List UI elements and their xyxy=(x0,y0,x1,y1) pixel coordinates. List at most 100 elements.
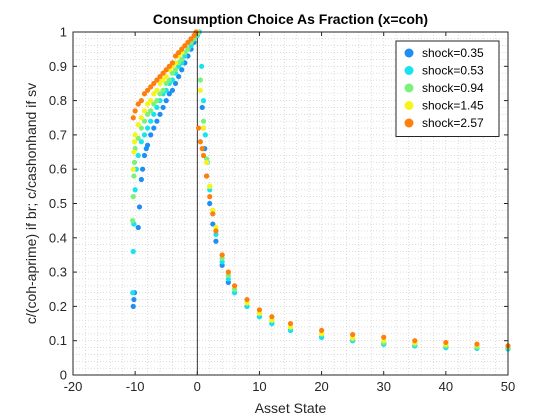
data-point xyxy=(132,108,138,114)
data-point xyxy=(151,125,157,131)
x-tick-label: 0 xyxy=(194,379,201,394)
data-point xyxy=(179,56,185,63)
data-point xyxy=(132,132,138,138)
data-point xyxy=(200,125,207,131)
data-point xyxy=(169,70,176,76)
data-point xyxy=(141,132,148,138)
data-point xyxy=(225,269,231,275)
data-point xyxy=(172,53,179,59)
data-point xyxy=(138,115,144,121)
data-point xyxy=(157,80,163,87)
y-tick-label: 0 xyxy=(60,368,67,383)
data-point xyxy=(131,149,137,155)
data-point xyxy=(157,73,163,80)
data-point xyxy=(179,67,185,73)
data-point xyxy=(169,87,176,93)
series-4 xyxy=(130,29,511,349)
data-point xyxy=(148,108,154,114)
data-point xyxy=(182,43,188,49)
legend-marker xyxy=(404,118,414,128)
data-point xyxy=(163,67,169,73)
data-point xyxy=(172,80,179,87)
data-point xyxy=(138,98,144,104)
data-point xyxy=(148,118,154,124)
data-point xyxy=(204,159,210,165)
data-point xyxy=(135,122,141,128)
data-point xyxy=(131,296,137,303)
data-points xyxy=(130,29,511,352)
y-tick-label: 0.9 xyxy=(49,59,67,74)
data-point xyxy=(318,327,325,334)
data-point xyxy=(176,73,182,80)
data-point xyxy=(176,49,182,56)
data-point xyxy=(138,176,144,183)
y-tick-label: 0.8 xyxy=(49,93,67,108)
data-point xyxy=(169,60,176,66)
x-tick-label: 30 xyxy=(376,379,390,394)
data-point xyxy=(199,104,205,111)
legend-marker xyxy=(404,48,414,58)
data-point xyxy=(140,166,146,172)
y-tick-label: 0.4 xyxy=(49,230,67,245)
y-tick-label: 0.7 xyxy=(49,127,67,142)
data-point xyxy=(144,142,151,148)
chart-title: Consumption Choice As Fraction (x=coh) xyxy=(153,11,428,27)
data-point xyxy=(179,46,185,52)
data-point xyxy=(381,334,387,340)
data-point xyxy=(135,224,141,231)
y-tick-label: 0.5 xyxy=(49,196,67,211)
data-point xyxy=(443,339,449,346)
data-point xyxy=(148,98,154,104)
data-point xyxy=(141,152,148,159)
data-point xyxy=(199,63,205,69)
x-tick-label: 20 xyxy=(314,379,328,394)
y-tick-label: 0.6 xyxy=(49,162,67,177)
ticks: -20 -10 0 10 20 30 40 50 0 0.1 0.2 0.3 0.4 0.5 0.6 0.7 0… xyxy=(49,25,515,395)
data-point xyxy=(256,307,263,313)
data-point xyxy=(138,125,144,131)
y-tick-label: 0.2 xyxy=(49,299,67,314)
legend-label: shock=0.35 xyxy=(422,46,484,60)
x-tick-label: 40 xyxy=(439,379,453,394)
data-point xyxy=(163,80,169,87)
data-point xyxy=(197,139,203,145)
data-point xyxy=(185,46,191,52)
data-point xyxy=(207,200,213,207)
data-point xyxy=(207,183,213,189)
data-point xyxy=(141,118,148,124)
data-point xyxy=(231,283,238,289)
data-point xyxy=(157,111,163,117)
data-point xyxy=(210,221,216,227)
data-point xyxy=(130,166,136,172)
data-point xyxy=(131,139,138,145)
data-point xyxy=(244,296,250,303)
data-point xyxy=(130,115,136,121)
data-point xyxy=(163,98,169,104)
data-point xyxy=(172,67,179,73)
data-point xyxy=(188,36,194,42)
data-point xyxy=(166,77,172,83)
data-point xyxy=(204,173,210,179)
legend: shock=0.35 shock=0.53 shock=0.94 shock=1.45… xyxy=(395,40,500,137)
y-tick-label: 0.3 xyxy=(49,265,67,280)
data-point xyxy=(154,118,160,124)
data-point xyxy=(269,314,275,320)
data-point xyxy=(148,84,154,90)
data-point xyxy=(202,132,208,138)
data-point xyxy=(132,187,138,193)
x-tick-label: -10 xyxy=(126,379,145,394)
legend-marker xyxy=(404,66,414,75)
data-point xyxy=(130,303,136,309)
x-tick-label: 50 xyxy=(501,379,515,394)
data-point xyxy=(287,320,294,327)
data-point xyxy=(213,238,219,244)
data-point xyxy=(130,290,136,296)
data-point xyxy=(166,63,172,69)
data-point xyxy=(163,73,169,80)
data-point xyxy=(151,111,157,117)
data-point xyxy=(135,135,141,141)
y-tick-label: 1 xyxy=(60,25,67,40)
legend-label: shock=0.94 xyxy=(422,81,484,95)
data-point xyxy=(141,108,148,114)
data-point xyxy=(157,91,163,97)
